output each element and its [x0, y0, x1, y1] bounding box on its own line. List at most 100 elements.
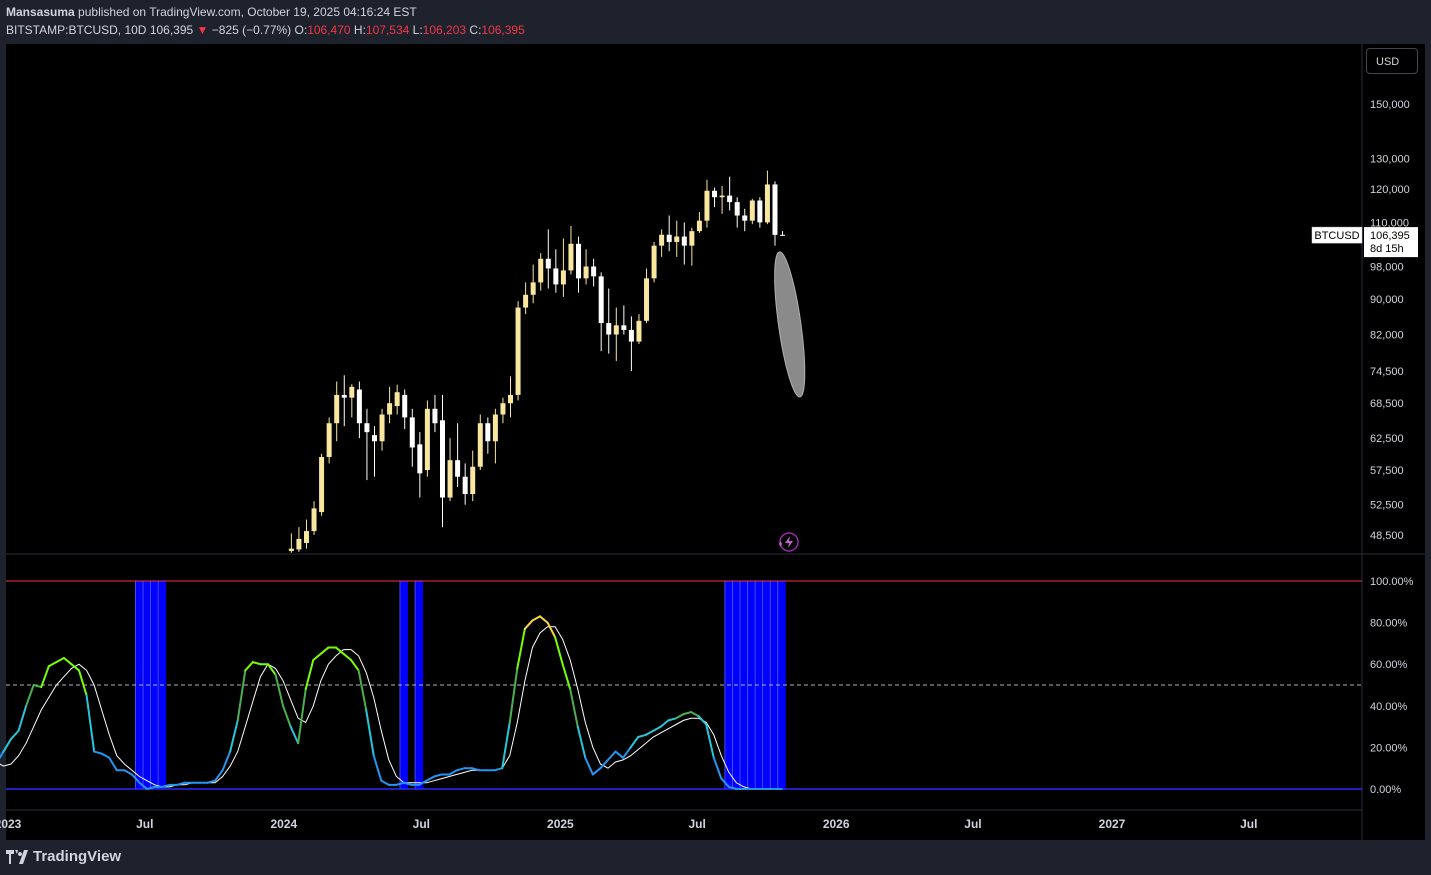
- badge-price-box: [1364, 227, 1418, 258]
- candle-body: [477, 423, 483, 467]
- oscillator-line-segment: [576, 725, 587, 759]
- time-tick-label: Jul: [1240, 817, 1257, 831]
- oscillator-band-bar: [770, 581, 779, 789]
- oscillator-tick-label: 80.00%: [1370, 618, 1408, 630]
- oscillator-line-segment: [659, 719, 670, 728]
- oscillator-line-segment: [606, 750, 617, 761]
- oscillator-line-segment: [501, 721, 511, 770]
- lightning-event-icon: [779, 532, 799, 552]
- candle-body: [296, 538, 302, 550]
- oscillator-line-segment: [508, 667, 519, 724]
- candle-body: [447, 460, 453, 498]
- oscillator-line-segment: [297, 688, 307, 745]
- oscillator-line-segment: [40, 665, 50, 689]
- oscillator-band-bar: [777, 581, 786, 789]
- candle-body: [508, 394, 514, 404]
- candle-body: [371, 435, 377, 442]
- candle-body: [349, 386, 355, 398]
- oscillator-line-segment: [266, 663, 277, 676]
- time-tick-label: 2023: [0, 817, 22, 831]
- candle-body: [523, 294, 529, 308]
- oscillator-line-segment: [712, 756, 723, 780]
- oscillator-line-segment: [682, 711, 693, 716]
- candle-body: [341, 394, 347, 398]
- oscillator-line-segment: [705, 723, 715, 759]
- oscillator-tick-label: 60.00%: [1370, 659, 1408, 671]
- currency-button[interactable]: USD: [1366, 48, 1418, 74]
- oscillator-line-segment: [614, 750, 625, 759]
- badge-price-text: 106,395: [1370, 230, 1410, 242]
- candle-body: [628, 329, 634, 342]
- time-tick-label: Jul: [136, 817, 153, 831]
- oscillator-line-segment: [674, 713, 685, 720]
- candle-body: [485, 423, 491, 442]
- candle-body: [560, 270, 566, 285]
- oscillator-line-segment: [561, 663, 572, 691]
- published-text: published on TradingView.com, October 19…: [78, 5, 417, 19]
- candle-body: [379, 414, 385, 442]
- candle-body: [530, 282, 536, 295]
- tradingview-logo-icon: [6, 849, 28, 864]
- candle-body: [712, 190, 718, 198]
- footer: TradingView: [0, 840, 1431, 875]
- oscillator-tick-label: 40.00%: [1370, 701, 1408, 713]
- oscillator-line-segment: [244, 661, 254, 672]
- low-label: L:: [412, 23, 423, 37]
- price-tick-label: 48,500: [1370, 530, 1404, 542]
- oscillator-line-segment: [108, 756, 118, 772]
- chart-area[interactable]: [6, 44, 1425, 840]
- author-name[interactable]: Mansasuma: [6, 5, 75, 19]
- oscillator-line-segment: [100, 752, 111, 759]
- tradingview-logo[interactable]: TradingView: [6, 848, 121, 865]
- oscillator-line-segment: [0, 750, 5, 760]
- oscillator-line-segment: [433, 773, 443, 778]
- candle-body: [455, 460, 461, 477]
- oscillator-band-bar: [755, 581, 764, 789]
- candle-body: [696, 220, 702, 232]
- oscillator-line-segment: [622, 746, 632, 759]
- candle-body: [727, 195, 733, 203]
- oscillator-line-segment: [146, 785, 156, 790]
- oscillator-line-segment: [372, 754, 383, 782]
- candle-body: [674, 236, 680, 242]
- time-tick-label: Jul: [964, 817, 981, 831]
- candle-body: [288, 548, 294, 552]
- oscillator-line-segment: [78, 669, 88, 697]
- candle-body: [492, 414, 498, 442]
- price-tick-label: 130,000: [1370, 154, 1410, 166]
- oscillator-tick-label: 20.00%: [1370, 742, 1408, 754]
- oscillator-line-segment: [697, 715, 708, 726]
- oscillator-line-segment: [206, 779, 217, 784]
- candle-body: [719, 195, 725, 198]
- oscillator-tick-label: 100.00%: [1370, 576, 1414, 588]
- oscillator-line-segment: [123, 769, 133, 776]
- high-label: H:: [353, 23, 366, 37]
- price-tick-label: 52,500: [1370, 500, 1404, 512]
- candle-body: [311, 508, 317, 532]
- oscillator-line-segment: [546, 621, 557, 639]
- candle-body: [734, 202, 740, 216]
- symbol-label[interactable]: BITSTAMP:BTCUSD, 10D: [6, 23, 147, 37]
- candle-body: [749, 200, 755, 221]
- price-change: −825 (−0.77%): [211, 23, 292, 37]
- oscillator-line-segment: [644, 729, 655, 736]
- oscillator-line-segment: [357, 669, 368, 711]
- oscillator-line-segment: [523, 619, 534, 630]
- candle-body: [689, 231, 695, 246]
- candle-body: [439, 420, 445, 498]
- candle-body: [621, 325, 627, 330]
- time-tick-label: Jul: [413, 817, 430, 831]
- candle-body: [432, 408, 438, 424]
- oscillator-line-segment: [319, 646, 330, 655]
- candle-body: [553, 268, 559, 285]
- oscillator-line-segment: [455, 767, 466, 772]
- badge-symbol-box: [1311, 226, 1363, 244]
- price-tick-label: 90,000: [1370, 294, 1404, 306]
- oscillator-line-segment: [516, 627, 526, 670]
- oscillator-line-segment: [365, 708, 375, 757]
- candle-body: [613, 325, 619, 335]
- oscillator-line-segment: [312, 652, 322, 662]
- candle-body: [659, 234, 665, 246]
